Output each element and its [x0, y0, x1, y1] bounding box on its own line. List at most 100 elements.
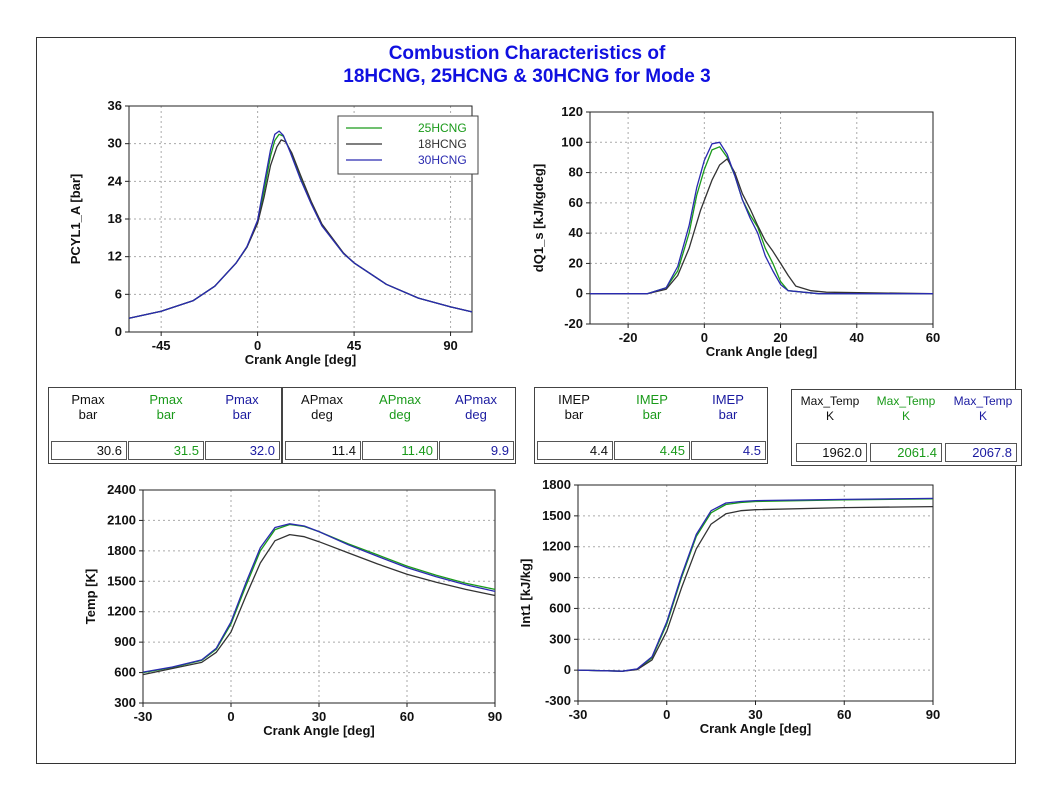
pmax-value-3: 32.0: [205, 441, 280, 460]
apmax-value-3: 9.9: [439, 441, 514, 460]
y-tick-label: 18: [108, 211, 122, 226]
legend-label: 18HCNG: [418, 137, 467, 151]
x-tick-label: 60: [926, 330, 940, 345]
series-line-18hcng: [142, 533, 496, 676]
y-tick-label: 900: [114, 634, 136, 649]
maxtemp-value-3: 2067.8: [945, 443, 1017, 462]
x-tick-label: 90: [926, 707, 940, 722]
y-tick-label: 1200: [107, 604, 136, 619]
legend: 25HCNG 18HCNG 30HCNG: [337, 115, 479, 175]
y-tick-label: -300: [545, 693, 571, 708]
y-tick-label: 0: [115, 324, 122, 339]
y-axis-label: Temp [K]: [83, 569, 98, 624]
imep-header-1: IMEP bar: [558, 392, 590, 422]
imep-value-3: 4.5: [691, 441, 766, 460]
y-tick-label: 2400: [107, 482, 136, 497]
series-line-18hcng: [590, 158, 934, 295]
series-line-30hcng: [590, 141, 933, 295]
chart-3: -30 0 30 60 90 300 600 900 1200 1500 1800 2100 2400 C…: [83, 482, 502, 738]
x-tick-label: 30: [312, 709, 326, 724]
maxtemp-value-2: 2061.4: [870, 443, 942, 462]
y-axis-label: dQ1_s [kJ/kgdeg]: [531, 164, 546, 272]
y-tick-label: 1800: [542, 477, 571, 492]
imep-value-2: 4.45: [614, 441, 690, 460]
y-tick-label: 600: [549, 600, 571, 615]
x-tick-label: -20: [619, 330, 638, 345]
y-tick-label: 40: [569, 225, 583, 240]
pmax-header-3: Pmax bar: [225, 392, 259, 422]
maxtemp-value-1: 1962.0: [796, 443, 867, 462]
y-tick-label: 1500: [107, 573, 136, 588]
apmax-header-3: APmax deg: [455, 392, 497, 422]
results-panel: Pmax bar Pmax bar Pmax bar 30.6 31.5 32.0 A…: [48, 387, 1022, 467]
figure-title: Combustion Characteristics of 18HCNG, 25…: [0, 42, 1054, 88]
y-axis-label: Int1 [kJ/kg]: [518, 559, 533, 628]
pmax-header-1: Pmax bar: [71, 392, 105, 422]
x-tick-label: 40: [850, 330, 864, 345]
y-tick-label: 0: [564, 662, 571, 677]
series-line-25hcng: [142, 523, 496, 674]
pmax-value-2: 31.5: [128, 441, 204, 460]
x-tick-label: 0: [254, 338, 261, 353]
imep-header-3: IMEP bar: [712, 392, 744, 422]
y-tick-label: 100: [561, 134, 583, 149]
series-line-18hcng: [577, 505, 934, 672]
y-tick-label: 300: [114, 695, 136, 710]
x-axis-label: Crank Angle [deg]: [263, 723, 374, 738]
series-line-30hcng: [142, 523, 496, 673]
x-tick-label: 90: [443, 338, 457, 353]
y-tick-label: 36: [108, 98, 122, 113]
y-tick-label: 80: [569, 165, 583, 180]
y-tick-label: 120: [561, 104, 583, 119]
y-tick-label: -20: [564, 316, 583, 331]
plot-area: [589, 111, 934, 325]
chart-1: -45 0 45 90 0 6 12 18 24 30 36 Crank Angle [deg] PCY…: [68, 98, 479, 367]
x-tick-label: 30: [748, 707, 762, 722]
y-tick-label: 2100: [107, 512, 136, 527]
apmax-value-1: 11.4: [285, 441, 361, 460]
apmax-header-1: APmax deg: [301, 392, 343, 422]
imep-header-2: IMEP bar: [636, 392, 668, 422]
y-tick-label: 12: [108, 249, 122, 264]
chart-2: -20 0 20 40 60 -20 0 20 40 60 80 100 120 Crank Angle …: [531, 104, 940, 359]
y-tick-label: 300: [549, 631, 571, 646]
y-tick-label: 30: [108, 136, 122, 151]
x-tick-label: 45: [347, 338, 361, 353]
y-tick-label: 900: [549, 570, 571, 585]
pmax-group: Pmax bar Pmax bar Pmax bar 30.6 31.5 32.0: [48, 387, 282, 464]
legend-label: 30HCNG: [418, 153, 467, 167]
y-axis-label: PCYL1_A [bar]: [68, 174, 83, 265]
x-tick-label: 0: [227, 709, 234, 724]
chart-4: -30 0 30 60 90-3000300600900120015001800Cran…: [518, 477, 940, 736]
y-tick-label: 1500: [542, 508, 571, 523]
maxtemp-group: Max_Temp K Max_Temp K Max_Temp K 1962.0 206…: [791, 389, 1022, 466]
series-line-25hcng: [590, 146, 933, 295]
pmax-value-1: 30.6: [51, 441, 127, 460]
y-tick-label: 1200: [542, 539, 571, 554]
x-tick-label: 0: [663, 707, 670, 722]
x-tick-label: -30: [569, 707, 588, 722]
maxtemp-header-2: Max_Temp K: [876, 394, 936, 423]
maxtemp-header-1: Max_Temp K: [800, 394, 860, 423]
maxtemp-header-3: Max_Temp K: [953, 394, 1013, 423]
x-tick-label: 60: [400, 709, 414, 724]
title-line-1: Combustion Characteristics of: [388, 43, 666, 64]
apmax-value-2: 11.40: [362, 441, 438, 460]
x-axis-label: Crank Angle [deg]: [245, 352, 356, 367]
series-line-30hcng: [128, 130, 473, 319]
x-tick-label: 90: [488, 709, 502, 724]
apmax-header-2: APmax deg: [379, 392, 421, 422]
apmax-group: APmax deg APmax deg APmax deg 11.4 11.40 9.…: [282, 387, 516, 464]
title-line-2: 18HCNG, 25HCNG & 30HCNG for Mode 3: [343, 66, 711, 87]
imep-group: IMEP bar IMEP bar IMEP bar 4.4 4.45 4.5: [534, 387, 768, 464]
series-line-30hcng: [577, 497, 934, 672]
x-tick-label: 20: [773, 330, 787, 345]
x-tick-label: 0: [701, 330, 708, 345]
x-tick-label: -45: [152, 338, 171, 353]
y-tick-label: 0: [576, 286, 583, 301]
legend-label: 25HCNG: [418, 121, 467, 135]
y-tick-label: 20: [569, 255, 583, 270]
x-tick-label: -30: [134, 709, 153, 724]
y-tick-label: 6: [115, 286, 122, 301]
